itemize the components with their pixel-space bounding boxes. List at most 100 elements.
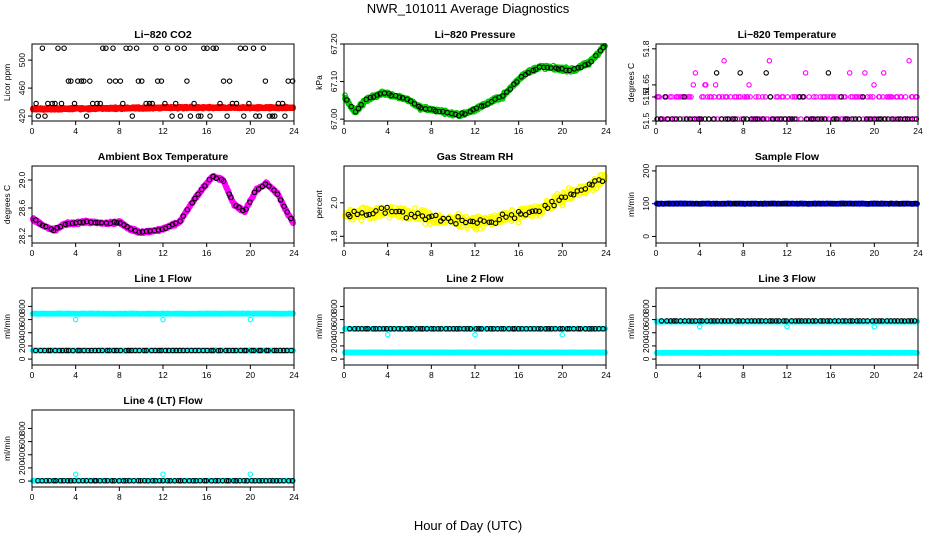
data-point [117, 78, 124, 84]
data-point [45, 100, 51, 107]
data-point [806, 94, 812, 100]
x-axis: 0 4 8 12 16 20 24 [654, 121, 923, 136]
x-tick-label: 8 [429, 126, 434, 136]
data-point [871, 82, 877, 88]
plot-area [30, 45, 296, 119]
x-tick-label: 0 [342, 126, 347, 136]
x-tick-label: 24 [601, 248, 611, 258]
x-tick-label: 12 [470, 126, 480, 136]
data-point [762, 94, 769, 100]
data-point [207, 113, 213, 119]
data-point [174, 45, 181, 51]
x-tick-label: 8 [741, 248, 746, 258]
x-tick-label: 0 [342, 248, 347, 258]
x-tick-label: 16 [826, 126, 836, 136]
data-point [139, 78, 145, 84]
x-tick-label: 12 [158, 126, 168, 136]
data-point [711, 94, 718, 100]
x-tick-label: 20 [246, 248, 256, 258]
data-point [181, 45, 187, 51]
series-magenta [654, 58, 920, 122]
data-point [204, 45, 210, 51]
data-point [253, 113, 259, 119]
x-tick-label: 8 [741, 126, 746, 136]
y-axis-label: ml/min [2, 314, 12, 339]
x-tick-label: 24 [913, 248, 923, 258]
x-axis: 0 4 8 12 16 20 24 [342, 243, 611, 258]
x-tick-label: 12 [782, 248, 792, 258]
data-point [256, 113, 263, 119]
y-axis-label: Licor ppm [2, 64, 12, 101]
data-point [692, 70, 699, 76]
series-fill [342, 43, 608, 120]
data-point [153, 45, 159, 51]
data-point [220, 78, 227, 84]
data-point [241, 113, 247, 119]
x-tick-label: 4 [697, 248, 702, 258]
plot-area [342, 171, 608, 233]
series-high [30, 310, 296, 317]
data-point [906, 58, 912, 64]
x-tick-label: 4 [697, 126, 702, 136]
data-point [210, 45, 216, 51]
y-tick-label: 28.2 [17, 227, 27, 244]
y-tick-label: 28.6 [17, 199, 27, 216]
data-point [177, 113, 184, 119]
data-point [880, 70, 887, 76]
data-point [112, 78, 119, 84]
data-point [127, 45, 133, 51]
x-tick-label: 24 [601, 126, 611, 136]
data-point [233, 100, 240, 107]
data-point [158, 78, 165, 84]
plot-area [30, 172, 296, 236]
y-tick-label: 460 [17, 81, 27, 95]
x-tick-label: 0 [654, 126, 659, 136]
series-fill [30, 172, 296, 236]
x-tick-label: 20 [870, 126, 880, 136]
y-tick-label: 51.65 [641, 74, 651, 96]
panel-title: Li−820 CO2 [134, 29, 192, 41]
x-tick-label: 16 [514, 126, 524, 136]
y-tick-label: 67.20 [329, 33, 339, 55]
figure-title: NWR_101011 Average Diagnostics [366, 1, 570, 16]
data-point [198, 113, 204, 119]
x-tick-label: 20 [870, 248, 880, 258]
data-point [75, 78, 81, 84]
data-point [191, 100, 197, 107]
x-tick-label: 12 [782, 126, 792, 136]
plot-area [342, 43, 608, 120]
data-point [94, 100, 100, 107]
x-axis: 0 4 8 12 16 20 24 [342, 121, 611, 136]
data-point [58, 100, 65, 107]
data-point [260, 45, 267, 51]
x-tick-label: 24 [289, 248, 299, 258]
y-tick-label: 1.8 [329, 230, 339, 242]
y-tick-label: 67.10 [329, 71, 339, 93]
y-tick-label: 51.8 [641, 40, 651, 57]
data-point [65, 78, 72, 84]
x-tick-label: 24 [913, 126, 923, 136]
plot-area [654, 58, 920, 122]
data-point [49, 100, 56, 107]
plot-area [654, 200, 920, 207]
data-point [68, 78, 74, 84]
data-point [285, 78, 291, 84]
data-point [162, 100, 168, 107]
x-tick-label: 20 [558, 126, 568, 136]
data-point [120, 100, 126, 107]
data-point [83, 113, 90, 119]
panel-title: Li−820 Pressure [435, 29, 516, 41]
series-open [344, 44, 606, 119]
data-point [217, 100, 223, 107]
data-point [61, 45, 67, 51]
data-point [269, 113, 276, 119]
data-point [213, 45, 219, 51]
